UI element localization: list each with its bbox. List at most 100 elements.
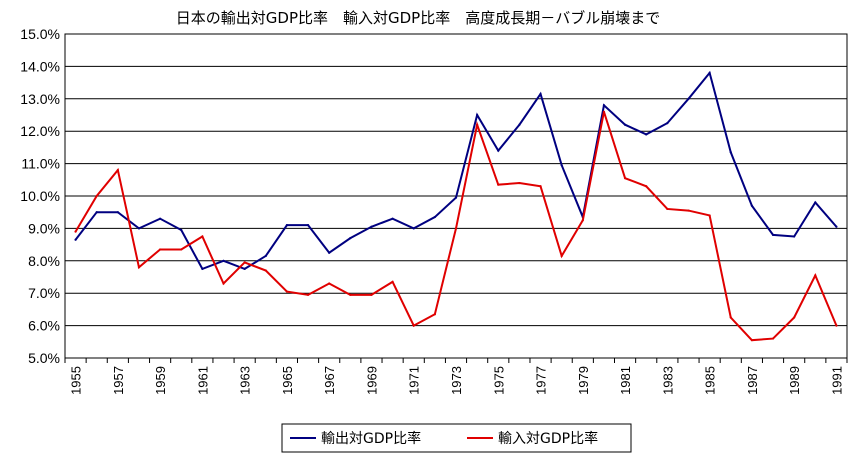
data-point — [518, 181, 521, 185]
data-point — [645, 133, 648, 136]
x-tick-label: 1991 — [829, 366, 844, 395]
y-tick-label: 10.0% — [20, 188, 60, 204]
data-point — [306, 293, 310, 296]
y-tick-label: 11.0% — [21, 156, 60, 172]
data-point — [116, 168, 119, 172]
data-point — [750, 339, 753, 342]
data-point — [476, 113, 479, 117]
legend-label: 輸出対GDP比率 — [321, 430, 421, 447]
data-point — [560, 254, 563, 258]
data-point — [243, 261, 246, 264]
x-tick-label: 1957 — [111, 366, 126, 395]
y-tick-label: 14.0% — [20, 58, 60, 74]
data-point — [687, 97, 690, 100]
legend: 輸出対GDP比率 輸入対GDP比率 — [281, 423, 632, 453]
data-point — [285, 224, 289, 227]
data-point — [539, 185, 542, 188]
data-point — [708, 214, 711, 217]
data-point — [814, 201, 817, 204]
data-point — [433, 313, 436, 316]
data-point — [201, 235, 204, 238]
data-point — [243, 267, 246, 270]
data-point — [137, 227, 141, 230]
y-tick-label: 9.0% — [28, 220, 60, 236]
data-point — [201, 267, 204, 270]
data-point — [412, 227, 415, 230]
y-tick-label: 15.0% — [20, 26, 60, 42]
data-point — [750, 204, 753, 207]
y-axis-tick-labels: 5.0% 6.0% 7.0% 8.0% 9.0% 10.0% 11.0% 12.0% 13.0%… — [20, 26, 60, 366]
data-point — [159, 248, 162, 251]
x-tick-label: 1979 — [576, 366, 591, 395]
data-point — [581, 219, 584, 222]
data-point — [666, 207, 669, 211]
data-point — [180, 228, 183, 232]
data-point — [391, 217, 394, 220]
x-tick-label: 1983 — [660, 366, 675, 395]
data-point — [623, 177, 627, 180]
data-point — [687, 209, 690, 212]
x-tick-label: 1977 — [534, 366, 549, 395]
data-point — [328, 251, 331, 254]
x-tick-label: 1987 — [745, 366, 760, 395]
x-tick-label: 1971 — [407, 366, 422, 395]
y-tick-label: 13.0% — [20, 91, 60, 107]
data-point — [264, 269, 267, 272]
chart-title: 日本の輸出対GDP比率 輸入対GDP比率 高度成長期－バブル崩壊まで — [176, 9, 660, 27]
x-tick-label: 1969 — [364, 366, 379, 395]
x-tick-label: 1989 — [787, 366, 802, 395]
data-point — [180, 248, 183, 251]
data-point — [222, 282, 225, 285]
data-point — [645, 185, 648, 188]
data-point — [370, 293, 373, 296]
series-layer — [74, 70, 838, 342]
data-point — [539, 92, 542, 96]
data-point — [560, 164, 563, 167]
data-point — [349, 237, 352, 240]
data-point — [116, 211, 119, 214]
data-point — [370, 225, 373, 228]
data-point — [74, 238, 77, 241]
data-point — [349, 293, 352, 296]
x-tick-label: 1963 — [238, 366, 253, 395]
data-point — [137, 266, 141, 269]
x-tick-label: 1961 — [195, 366, 210, 395]
x-tick-label: 1955 — [69, 366, 84, 395]
data-point — [497, 149, 500, 152]
data-point — [222, 259, 225, 262]
data-point — [602, 110, 606, 113]
y-tick-label: 6.0% — [28, 318, 60, 334]
y-tick-label: 12.0% — [20, 123, 60, 139]
data-point — [771, 337, 775, 340]
y-tick-label: 5.0% — [28, 350, 60, 366]
data-point — [433, 215, 436, 219]
data-point — [518, 123, 521, 126]
data-point — [328, 282, 331, 285]
data-point — [835, 225, 838, 228]
data-point — [95, 194, 98, 198]
data-point — [454, 227, 458, 230]
data-point — [306, 224, 310, 227]
y-tick-label: 8.0% — [28, 253, 60, 269]
data-point — [454, 196, 458, 199]
x-axis: 1955 1957 1959 1961 1963 1965 1967 1969 1971 1973… — [64, 358, 848, 395]
data-point — [623, 123, 627, 126]
data-point — [793, 235, 796, 238]
data-point — [708, 71, 711, 74]
data-point — [497, 183, 500, 186]
x-tick-label: 1973 — [449, 366, 464, 395]
x-tick-label: 1985 — [703, 366, 718, 395]
data-point — [666, 122, 669, 125]
legend-label: 輸入対GDP比率 — [498, 430, 598, 447]
x-tick-label: 1975 — [491, 366, 506, 395]
x-tick-label: 1965 — [280, 366, 295, 395]
data-point — [793, 316, 796, 319]
data-point — [159, 217, 162, 220]
data-point — [74, 230, 77, 233]
data-point — [476, 123, 479, 126]
data-point — [264, 254, 267, 258]
data-point — [285, 290, 289, 293]
gridlines — [65, 33, 847, 359]
data-point — [391, 280, 394, 283]
x-tick-label: 1967 — [322, 366, 337, 395]
